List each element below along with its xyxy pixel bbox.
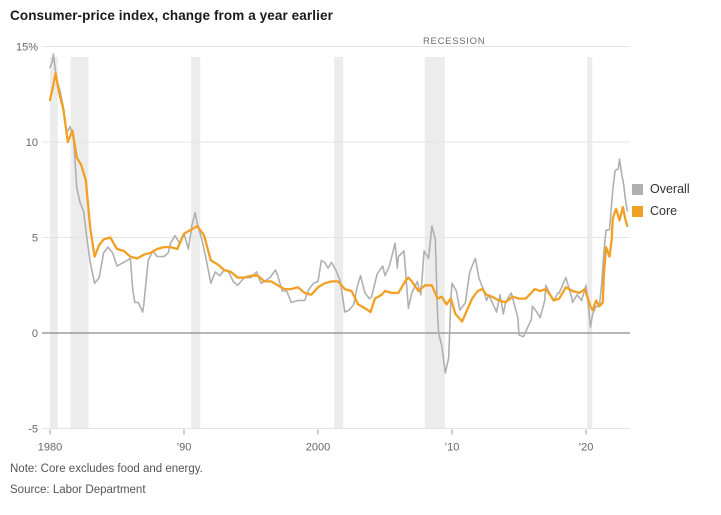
svg-text:2000: 2000	[306, 442, 330, 454]
svg-text:’90: ’90	[177, 442, 192, 454]
legend-label-overall: Overall	[650, 182, 690, 196]
svg-text:-5: -5	[28, 424, 38, 436]
svg-text:5: 5	[32, 233, 38, 245]
svg-text:0: 0	[32, 328, 38, 340]
chart-note: Note: Core excludes food and energy.	[10, 463, 203, 475]
svg-text:15%: 15%	[16, 42, 38, 54]
chart-source: Source: Labor Department	[10, 484, 146, 496]
recession-label: RECESSION	[423, 36, 486, 47]
svg-text:10: 10	[26, 137, 38, 149]
legend-item-core: Core	[632, 204, 690, 218]
core-series-swatch	[632, 205, 643, 217]
chart-title: Consumer-price index, change from a year…	[10, 8, 333, 23]
overall-series-swatch	[632, 183, 643, 195]
svg-text:’20: ’20	[579, 442, 594, 454]
svg-text:1980: 1980	[38, 442, 62, 454]
chart-legend: Overall Core	[632, 182, 690, 226]
legend-label-core: Core	[650, 204, 678, 218]
legend-item-overall: Overall	[632, 182, 690, 196]
svg-text:’10: ’10	[445, 442, 460, 454]
